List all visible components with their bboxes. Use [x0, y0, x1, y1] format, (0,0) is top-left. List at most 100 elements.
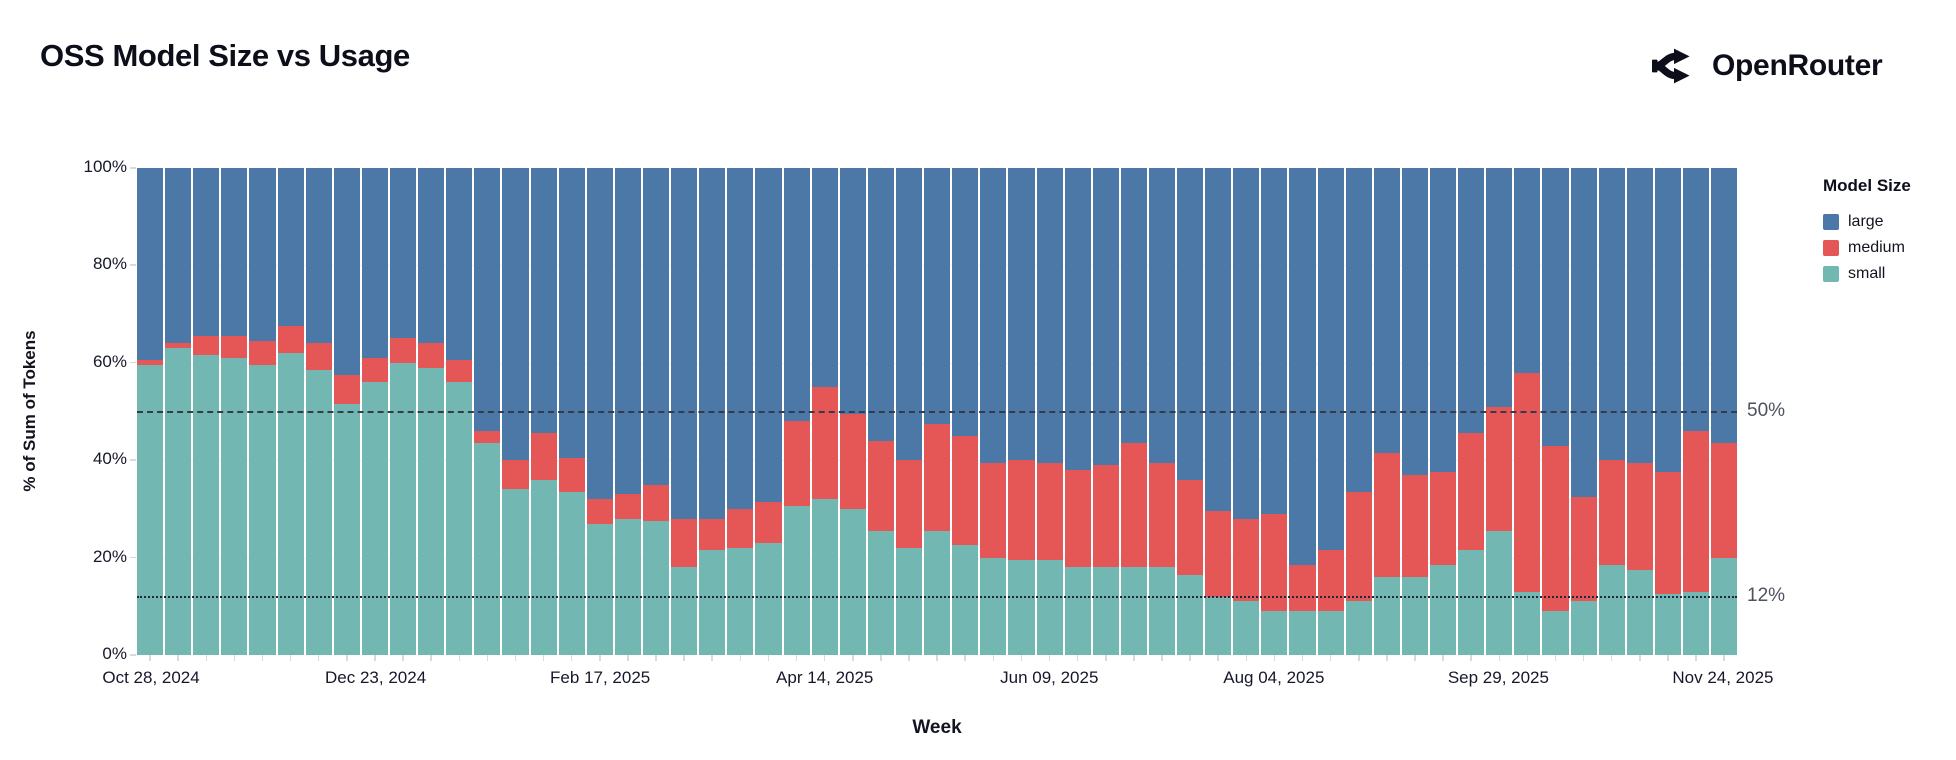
x-tick-mark: [149, 655, 151, 661]
segment-large: [867, 168, 894, 441]
bar-week-47: [1458, 168, 1485, 655]
x-tick-mark: [542, 655, 545, 661]
segment-large: [221, 168, 248, 336]
segment-medium: [1317, 550, 1344, 612]
segment-large: [895, 168, 923, 461]
segment-medium: [614, 494, 641, 519]
plot-area: [137, 168, 1738, 655]
segment-medium: [1373, 452, 1400, 578]
bar-week-48: [1486, 168, 1513, 655]
segment-medium: [1345, 491, 1372, 602]
x-tick-mark: [1301, 655, 1304, 661]
segment-medium: [1401, 474, 1429, 578]
x-tick-label: Feb 17, 2025: [550, 668, 651, 687]
x-tick-mark: [486, 655, 489, 661]
segment-medium: [699, 518, 726, 551]
segment-small: [1092, 567, 1119, 655]
segment-large: [1120, 168, 1147, 444]
bar-week-7: [333, 168, 360, 655]
brand-name: OpenRouter: [1712, 49, 1883, 82]
bar-week-1: [165, 168, 192, 655]
y-tick-mark: [130, 167, 136, 169]
x-tick-mark: [1273, 655, 1276, 661]
legend-label-large: large: [1848, 213, 1884, 230]
legend-item-medium: medium: [1823, 235, 1911, 261]
x-tick-mark: [1133, 655, 1135, 661]
segment-large: [642, 168, 670, 485]
bar-week-21: [727, 168, 754, 655]
segment-small: [839, 508, 866, 655]
segment-medium: [1233, 518, 1260, 602]
x-tick-mark: [627, 655, 629, 661]
bar-week-51: [1570, 168, 1597, 655]
x-tick-mark: [1161, 655, 1163, 661]
segment-large: [1401, 168, 1429, 475]
x-tick-mark: [767, 655, 770, 661]
segment-medium: [1008, 460, 1035, 561]
segment-medium: [1654, 472, 1682, 595]
segment-large: [839, 168, 866, 414]
x-tick-mark: [177, 655, 179, 661]
segment-small: [305, 370, 332, 655]
segment-small: [1148, 567, 1176, 655]
segment-large: [1654, 168, 1682, 473]
legend-item-small: small: [1823, 261, 1911, 287]
bar-week-18: [642, 168, 670, 655]
segment-small: [952, 545, 979, 655]
y-tick-label: 20%: [92, 546, 127, 566]
segment-large: [1570, 168, 1597, 497]
legend-label-medium: medium: [1848, 239, 1905, 256]
x-tick-mark: [1723, 655, 1725, 661]
segment-large: [1289, 168, 1316, 565]
bar-week-34: [1092, 168, 1119, 655]
segment-medium: [1458, 433, 1485, 551]
segment-medium: [137, 360, 164, 366]
x-tick-label: Aug 04, 2025: [1223, 668, 1325, 687]
x-tick-mark: [1358, 655, 1360, 661]
segment-large: [1148, 168, 1176, 463]
x-tick-mark: [1582, 655, 1585, 661]
segment-small: [221, 357, 248, 655]
x-tick-mark: [1189, 655, 1191, 661]
segment-small: [1514, 591, 1541, 655]
segment-medium: [305, 343, 332, 371]
bar-week-33: [1064, 168, 1091, 655]
x-tick-mark: [1245, 655, 1248, 661]
x-tick-mark: [655, 655, 657, 661]
segment-large: [1317, 168, 1344, 551]
segment-small: [1008, 560, 1035, 655]
segment-medium: [277, 326, 304, 354]
y-tick-label: 100%: [83, 157, 127, 176]
x-tick-label: Apr 14, 2025: [776, 668, 874, 687]
segment-large: [474, 168, 501, 431]
segment-small: [474, 443, 501, 655]
bar-week-12: [474, 168, 501, 655]
segment-medium: [1092, 465, 1119, 568]
y-tick-label: 0%: [102, 644, 127, 663]
x-tick-mark: [430, 655, 432, 661]
segment-large: [755, 168, 782, 502]
segment-medium: [867, 440, 894, 531]
x-tick-mark: [1442, 655, 1444, 661]
segment-medium: [446, 360, 473, 383]
segment-medium: [1542, 445, 1569, 612]
x-tick-mark: [514, 655, 517, 661]
segment-small: [671, 567, 698, 655]
segment-small: [980, 557, 1007, 655]
segment-large: [952, 168, 979, 436]
segment-medium: [193, 336, 220, 356]
x-axis-tickmarks: [137, 655, 1737, 662]
x-tick-mark: [1048, 655, 1051, 661]
segment-medium: [1570, 496, 1597, 602]
segment-large: [1514, 168, 1541, 373]
segment-small: [699, 550, 726, 655]
segment-small: [811, 499, 838, 655]
bar-week-41: [1289, 168, 1316, 655]
x-tick-mark: [1414, 655, 1416, 661]
bar-week-55: [1683, 168, 1710, 655]
x-tick-mark: [1667, 655, 1669, 661]
segment-small: [1205, 596, 1232, 655]
segment-small: [1120, 567, 1147, 655]
bar-week-24: [811, 168, 838, 655]
legend-label-small: small: [1848, 265, 1886, 282]
